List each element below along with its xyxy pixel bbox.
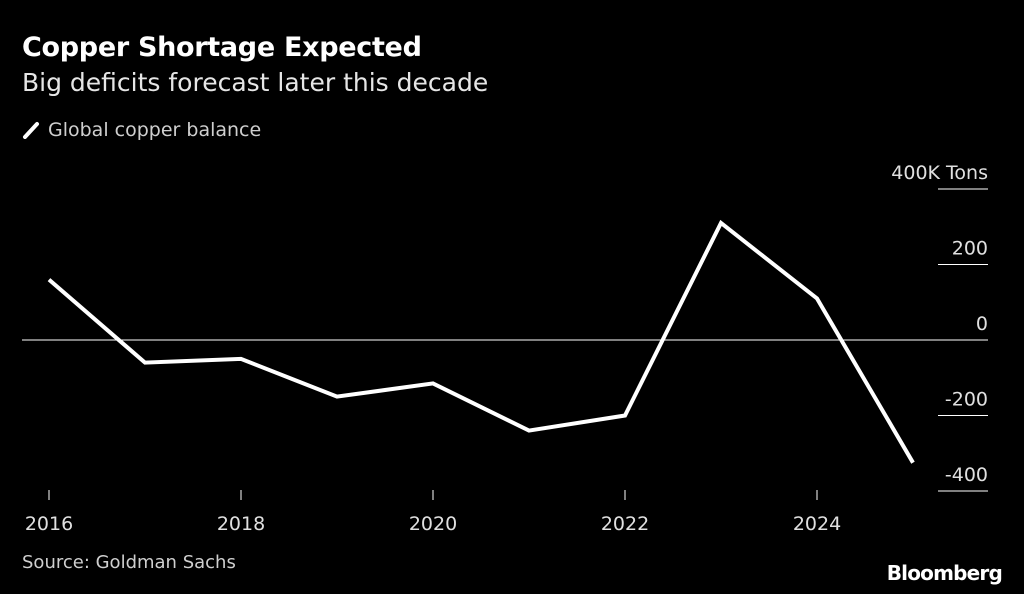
bloomberg-logo: Bloomberg [886,561,1003,585]
chart-title: Copper Shortage Expected [22,32,422,63]
y-tick-label: -200 [945,389,988,411]
series-line [47,219,915,464]
chart-subtitle: Big deficits forecast later this decade [22,68,489,97]
legend-line-icon [23,122,39,139]
legend-label: Global copper balance [48,119,262,141]
y-tick-label: -400 [945,464,988,486]
x-tick-label: 2022 [601,513,649,535]
y-tick-label: 400K Tons [891,162,988,184]
x-tick-label: 2018 [217,513,265,535]
source-note: Source: Goldman Sachs [22,552,236,573]
y-tick-label: 200 [952,238,988,260]
legend: Global copper balance [22,119,261,141]
x-tick-label: 2024 [793,513,841,535]
x-tick-label: 2016 [25,513,73,535]
y-tick-label: 0 [976,313,988,335]
x-tick-label: 2020 [409,513,457,535]
